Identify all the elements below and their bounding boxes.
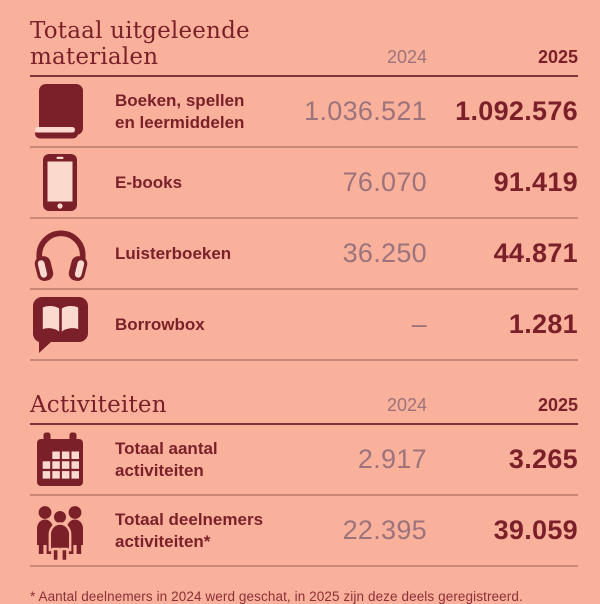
section-activities: Activiteiten 2024 2025 xyxy=(30,392,578,567)
footnote: * Aantal deelnemers in 2024 werd geschat… xyxy=(30,589,523,604)
table-row-boeken: Boeken, spellen en leermiddelen 1.036.52… xyxy=(30,77,578,148)
column-header-2024: 2024 xyxy=(386,47,427,67)
value-2025: 91.419 xyxy=(493,167,578,197)
column-header-2025: 2025 xyxy=(537,395,578,415)
table-row-ebooks: E-books 76.070 91.419 xyxy=(30,148,578,219)
value-2024: 2.917 xyxy=(357,444,427,474)
section-materials-title: Totaal uitgeleende materialen xyxy=(30,18,250,70)
value-2024: 1.036.521 xyxy=(304,96,427,126)
column-header-2024: 2024 xyxy=(386,395,427,415)
people-group-icon xyxy=(30,500,115,562)
value-2025: 3.265 xyxy=(508,444,578,474)
row-label: Luisterboeken xyxy=(115,243,232,263)
row-label: Borrowbox xyxy=(115,314,205,334)
value-2025: 1.281 xyxy=(508,309,578,339)
calendar-icon xyxy=(30,430,115,490)
row-label: Boeken, spellen en leermiddelen xyxy=(115,90,245,132)
book-icon xyxy=(30,82,115,142)
table-row-borrowbox: Borrowbox – 1.281 xyxy=(30,290,578,361)
column-header-2025: 2025 xyxy=(537,47,578,67)
section-materials: Totaal uitgeleende materialen 2024 2025 … xyxy=(30,18,578,361)
row-label: E-books xyxy=(115,172,183,192)
ebook-tablet-icon xyxy=(30,153,115,213)
table-row-aantal-activiteiten: Totaal aantal activiteiten 2.917 3.265 xyxy=(30,425,578,496)
table-row-luisterboeken: Luisterboeken 36.250 44.871 xyxy=(30,219,578,290)
table-row-deelnemers-activiteiten: Totaal deelnemers activiteiten* 22.395 3… xyxy=(30,496,578,567)
section-activities-header: Activiteiten 2024 2025 xyxy=(30,392,578,425)
borrowbox-speech-bubble-icon xyxy=(30,295,115,355)
value-2024: 36.250 xyxy=(342,238,427,268)
value-2025: 1.092.576 xyxy=(455,96,578,126)
section-activities-title: Activiteiten xyxy=(30,392,167,418)
value-2025: 39.059 xyxy=(493,515,578,545)
value-2024: 76.070 xyxy=(342,167,427,197)
row-label: Totaal aantal activiteiten xyxy=(115,438,218,480)
section-materials-header: Totaal uitgeleende materialen 2024 2025 xyxy=(30,18,578,77)
headphones-icon xyxy=(30,223,115,285)
row-label: Totaal deelnemers activiteiten* xyxy=(115,509,264,551)
value-2024: 22.395 xyxy=(342,515,427,545)
value-2025: 44.871 xyxy=(493,238,578,268)
value-2024: – xyxy=(411,309,427,339)
